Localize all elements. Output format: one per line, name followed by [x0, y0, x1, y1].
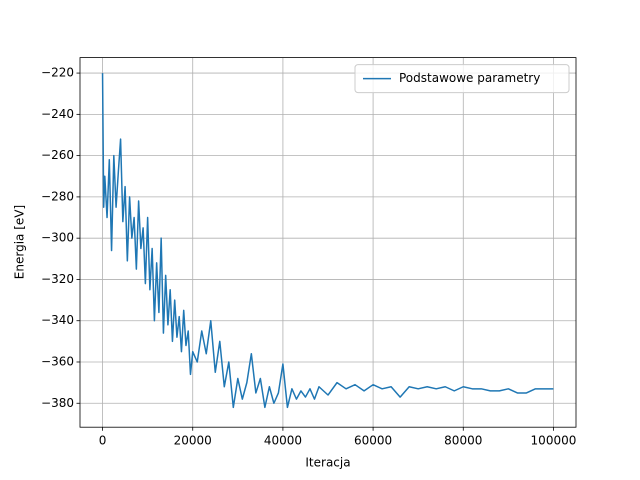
x-tick-label: 0 — [99, 434, 107, 448]
x-tick-label: 100000 — [531, 434, 577, 448]
plot-frame — [79, 57, 577, 428]
y-tick-label: −220 — [41, 66, 74, 80]
y-tick-label: −240 — [41, 107, 74, 121]
y-tick-label: −340 — [41, 313, 74, 327]
x-tick-label: 60000 — [354, 434, 392, 448]
legend-box — [354, 64, 570, 94]
legend-label: Podstawowe parametry — [399, 71, 540, 85]
y-tick-label: −360 — [41, 354, 74, 368]
x-tick-label: 40000 — [264, 434, 302, 448]
y-tick-label: −380 — [41, 396, 74, 410]
x-tick-label: 80000 — [444, 434, 482, 448]
y-tick-label: −280 — [41, 189, 74, 203]
y-tick-label: −300 — [41, 231, 74, 245]
data-line — [101, 73, 554, 409]
y-tick-label: −260 — [41, 148, 74, 162]
y-tick-label: −320 — [41, 272, 74, 286]
x-tick-label: 20000 — [174, 434, 212, 448]
x-axis-label: Iteracja — [305, 456, 350, 470]
y-axis-label: Energia [eV] — [13, 205, 27, 279]
